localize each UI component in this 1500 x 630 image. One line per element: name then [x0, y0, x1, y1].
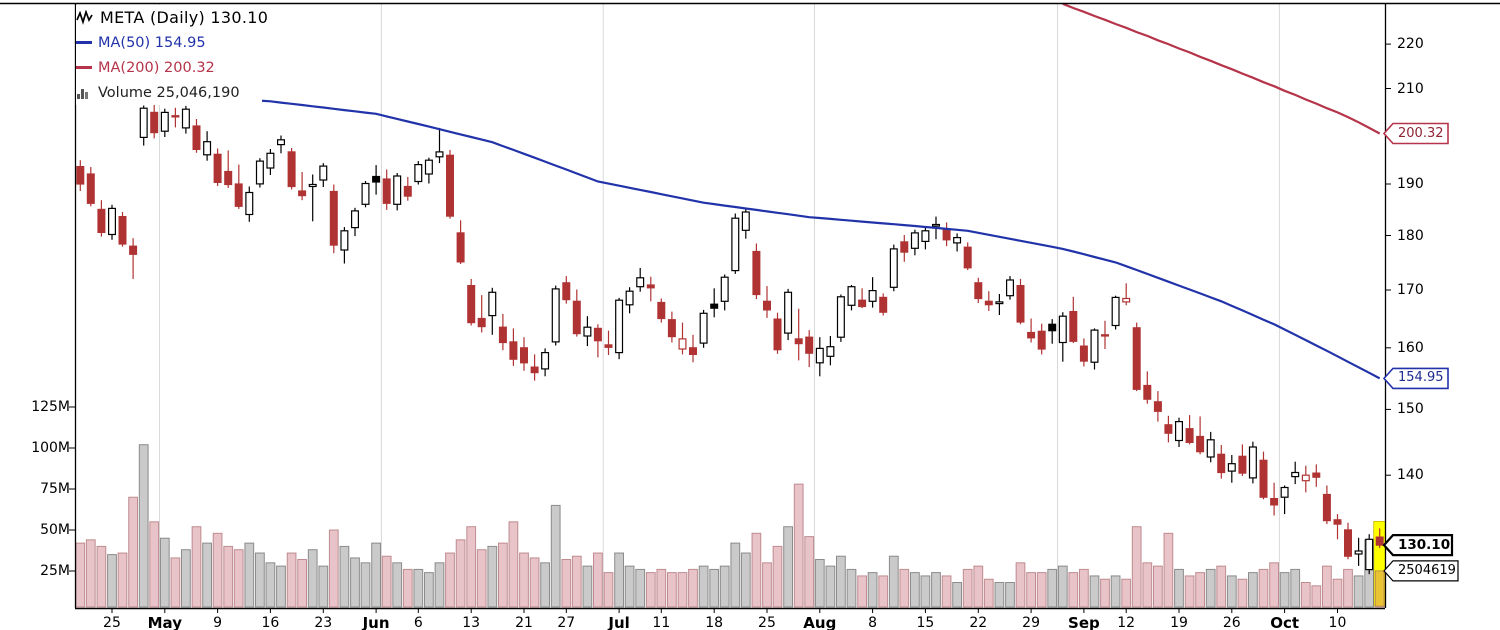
date-axis-label: 21: [515, 615, 533, 630]
legend-ma50-row: MA(50) 154.95: [76, 30, 228, 55]
last-price-axis-tag: 130.10: [1398, 537, 1451, 554]
ma200-line-swatch: [76, 66, 92, 69]
legend-volume-row: Volume 25,046,190: [76, 80, 262, 105]
volume-axis-label: 50M: [40, 522, 70, 538]
date-axis-label: 12: [1117, 615, 1136, 630]
price-axis-label: 210: [1397, 80, 1424, 97]
price-axis-label: 220: [1397, 36, 1424, 53]
chart-legend: META (Daily) 130.10 MA(50) 154.95 MA(200…: [76, 5, 291, 105]
date-axis-label: May: [147, 614, 182, 630]
ma50-line-swatch: [76, 41, 92, 44]
date-axis-label: 19: [1170, 615, 1188, 630]
volume-axis-label: 25M: [40, 563, 70, 579]
volume-axis-label: 100M: [31, 440, 70, 456]
ma200-axis-tag: 200.32: [1398, 125, 1444, 141]
price-axis-label: 190: [1397, 175, 1424, 192]
stockcharts-logo-icon: [76, 10, 94, 25]
ma200-label: MA(200) 200.32: [98, 59, 215, 76]
date-axis-label: 27: [557, 615, 576, 630]
volume-axis-label: 75M: [40, 481, 70, 497]
date-axis-label: 9: [213, 615, 223, 630]
price-axis-label: 170: [1397, 282, 1424, 299]
date-axis-label: 18: [705, 615, 724, 630]
date-axis-label: 13: [462, 615, 481, 630]
date-axis-label: 10: [1328, 615, 1347, 630]
legend-ma200-row: MA(200) 200.32: [76, 55, 237, 80]
date-axis-label: Oct: [1270, 614, 1300, 630]
price-axis-label: 150: [1397, 401, 1424, 418]
date-axis-label: 25: [758, 615, 776, 630]
symbol-title: META (Daily) 130.10: [100, 8, 269, 27]
last-volume-axis-tag: 2504619: [1398, 562, 1456, 578]
date-axis-label: 22: [969, 615, 988, 630]
date-axis-label: 11: [652, 615, 671, 630]
price-axis-label: 140: [1397, 467, 1424, 484]
date-axis-label: 25: [103, 615, 121, 630]
volume-bars-icon: [76, 86, 92, 100]
date-axis-label: 8: [868, 615, 878, 630]
date-axis-label: 29: [1022, 615, 1040, 630]
date-axis-label: Aug: [803, 614, 837, 630]
price-axis-label: 160: [1397, 339, 1424, 356]
volume-label: Volume 25,046,190: [98, 84, 240, 101]
ma50-label: MA(50) 154.95: [98, 34, 206, 51]
ma50-axis-tag: 154.95: [1398, 370, 1444, 386]
date-axis-label: Sep: [1068, 614, 1100, 630]
date-axis-label: Jun: [362, 614, 390, 630]
volume-axis-label: 125M: [31, 399, 70, 415]
date-axis-label: 26: [1222, 615, 1241, 630]
date-axis-label: 15: [916, 615, 935, 630]
date-axis-label: Jul: [608, 614, 630, 630]
date-axis-label: 23: [314, 615, 333, 630]
date-axis-label: 6: [413, 615, 423, 630]
price-axis-label: 180: [1397, 227, 1424, 244]
legend-title-row: META (Daily) 130.10: [76, 5, 291, 30]
date-axis-label: 16: [261, 615, 280, 630]
